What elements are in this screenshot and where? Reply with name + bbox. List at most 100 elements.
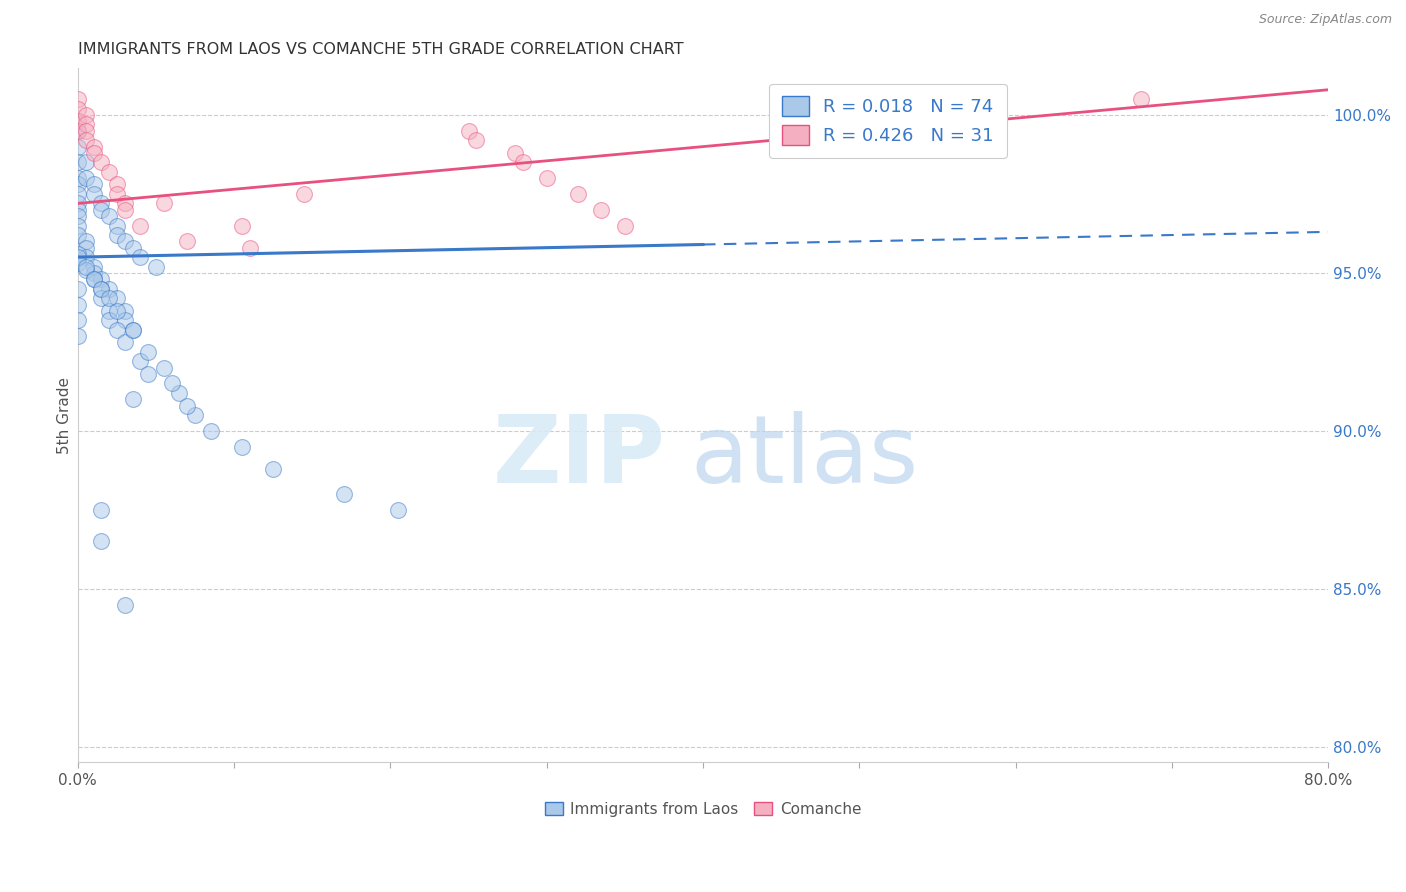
Point [121,323,143,337]
Point [98,165,121,179]
Point [98,313,121,327]
Point [66,186,89,201]
Point [465,133,488,147]
Point [66,178,89,192]
Point [457,124,479,138]
Point [66,114,89,128]
Point [90,282,112,296]
Point [66,313,89,327]
Point [114,196,136,211]
Point [90,155,112,169]
Point [83,272,105,286]
Text: atlas: atlas [690,410,918,503]
Point [90,202,112,217]
Point [105,227,128,242]
Point [505,145,527,160]
Point [66,256,89,270]
Point [136,344,159,359]
Point [66,250,89,264]
Point [121,392,143,407]
Point [169,386,191,401]
Point [114,335,136,350]
Point [105,323,128,337]
Point [200,424,222,438]
Point [66,196,89,211]
Point [129,354,152,368]
Point [114,598,136,612]
Point [1129,92,1152,106]
Point [153,360,176,375]
Point [567,186,589,201]
Point [98,303,121,318]
Point [231,219,253,233]
Point [66,171,89,186]
Point [176,399,198,413]
Point [83,186,105,201]
Point [66,102,89,116]
Point [66,297,89,311]
Point [83,266,105,280]
Point [75,235,97,249]
Point [512,155,534,169]
Point [90,196,112,211]
Point [105,219,128,233]
Point [66,139,89,153]
Point [105,178,128,192]
Point [75,124,97,138]
Point [66,155,89,169]
Text: IMMIGRANTS FROM LAOS VS COMANCHE 5TH GRADE CORRELATION CHART: IMMIGRANTS FROM LAOS VS COMANCHE 5TH GRA… [77,42,683,57]
Point [114,235,136,249]
Point [75,155,97,169]
Point [66,92,89,106]
Point [90,282,112,296]
Point [176,235,198,249]
Point [387,503,409,517]
Point [613,219,636,233]
Point [66,329,89,343]
Point [262,461,284,475]
Text: ZIP: ZIP [492,410,665,503]
Point [75,250,97,264]
Point [75,108,97,122]
Point [105,186,128,201]
Point [75,133,97,147]
Legend: Immigrants from Laos, Comanche: Immigrants from Laos, Comanche [537,794,869,824]
Point [129,250,152,264]
Point [90,291,112,305]
Point [75,171,97,186]
Point [66,202,89,217]
Point [153,196,176,211]
Point [83,272,105,286]
Point [129,219,152,233]
Point [136,367,159,381]
Point [66,209,89,223]
Y-axis label: 5th Grade: 5th Grade [58,376,72,453]
Point [75,118,97,132]
Point [83,139,105,153]
Point [66,124,89,138]
Point [98,291,121,305]
Point [184,408,207,422]
Point [121,241,143,255]
Point [105,303,128,318]
Point [75,260,97,274]
Point [75,262,97,277]
Point [66,219,89,233]
Point [160,376,183,391]
Point [83,260,105,274]
Point [332,487,354,501]
Point [98,282,121,296]
Point [591,202,613,217]
Point [66,124,89,138]
Point [83,178,105,192]
Point [105,291,128,305]
Point [239,241,262,255]
Point [145,260,167,274]
Text: Source: ZipAtlas.com: Source: ZipAtlas.com [1258,13,1392,27]
Point [536,171,558,186]
Point [83,145,105,160]
Point [66,247,89,261]
Point [90,272,112,286]
Point [114,303,136,318]
Point [114,313,136,327]
